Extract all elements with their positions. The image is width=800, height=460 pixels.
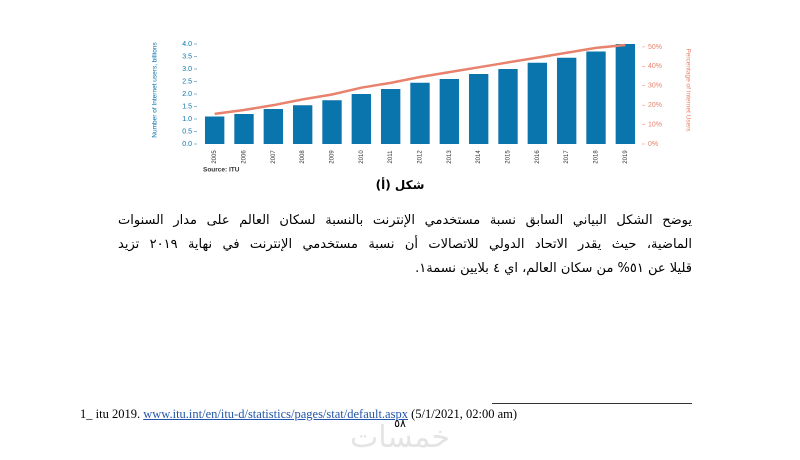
bar — [351, 94, 372, 144]
footnote-date: (5/1/2021, 02:00 am) — [411, 407, 517, 421]
paragraph-line: قليلا عن ٥١% من سكان العالم، اي ٤ بلايين… — [415, 261, 692, 276]
chart: Number of Internet users, billions Perce… — [152, 41, 692, 174]
footnote-marker: 1_ itu 2019. — [80, 407, 141, 421]
x-tick-label: 2005 — [212, 150, 218, 164]
bar — [498, 69, 518, 144]
footnote: 1_ itu 2019. www.itu.int/en/itu-d/statis… — [80, 407, 517, 422]
y-tick-label: 4.0 — [182, 41, 192, 48]
x-tick-label: 2013 — [447, 150, 453, 164]
y-tick-label: 2.5 — [182, 78, 192, 85]
y2-tick-label: 10% — [648, 121, 662, 128]
bar — [556, 57, 577, 144]
y-tick-label: 2.0 — [182, 91, 192, 98]
bar — [410, 82, 430, 144]
bar — [527, 62, 548, 144]
bar — [468, 74, 489, 144]
bar — [615, 44, 636, 144]
watermark: خمسات — [349, 420, 451, 455]
bar — [380, 89, 401, 144]
y-axis-label: Number of Internet users, billions — [152, 42, 159, 138]
x-tick-label: 2014 — [476, 150, 482, 164]
x-tick-label: 2012 — [418, 150, 424, 164]
y-tick-label: 0.5 — [182, 128, 192, 135]
y-tick-label: 1.5 — [182, 103, 192, 110]
bar — [204, 116, 225, 144]
x-tick-label: 2007 — [271, 150, 277, 164]
bar — [263, 109, 284, 144]
bar — [292, 105, 313, 144]
x-tick-label: 2010 — [359, 150, 365, 164]
x-tick-label: 2018 — [594, 150, 600, 164]
bar — [322, 100, 342, 144]
paragraph-line: يوضح الشكل البياني السابق نسبة مستخدمي ا… — [118, 213, 692, 228]
bar — [586, 51, 606, 144]
x-tick-label: 2009 — [330, 150, 336, 164]
y2-tick-label: 30% — [648, 83, 662, 90]
source: Source: ITU — [203, 167, 240, 174]
line — [214, 43, 626, 116]
y2-tick-label: 20% — [648, 102, 662, 109]
x-tick-label: 2017 — [564, 150, 570, 164]
x-tick-label: 2006 — [242, 150, 248, 164]
y2-tick-label: 0% — [648, 141, 658, 148]
x-tick-label: 2015 — [506, 150, 512, 164]
y-tick-label: 3.5 — [182, 53, 192, 60]
y-tick-label: 3.0 — [182, 66, 192, 73]
x-tick-label: 2016 — [535, 150, 541, 164]
y-tick-label: 0.0 — [182, 141, 192, 148]
x-tick-label: 2019 — [623, 150, 629, 164]
page-number: ٥٨ — [394, 417, 406, 430]
bar — [234, 114, 254, 144]
y2-tick-label: 50% — [648, 44, 662, 51]
bar — [439, 79, 460, 144]
y2-tick-label: 40% — [648, 63, 662, 70]
y2-axis-label: Percentage of Internet Users — [684, 48, 691, 132]
caption: شكل (أ) — [375, 178, 425, 192]
footnote-link[interactable]: www.itu.int/en/itu-d/statistics/pages/st… — [143, 407, 408, 421]
x-tick-label: 2011 — [388, 150, 394, 164]
x-tick-label: 2008 — [300, 150, 306, 164]
y-tick-label: 1.0 — [182, 116, 192, 123]
footnote-rule — [492, 403, 692, 404]
paragraph-line: الماضية، حيث يقدر الاتحاد الدولي للاتصال… — [118, 237, 692, 252]
